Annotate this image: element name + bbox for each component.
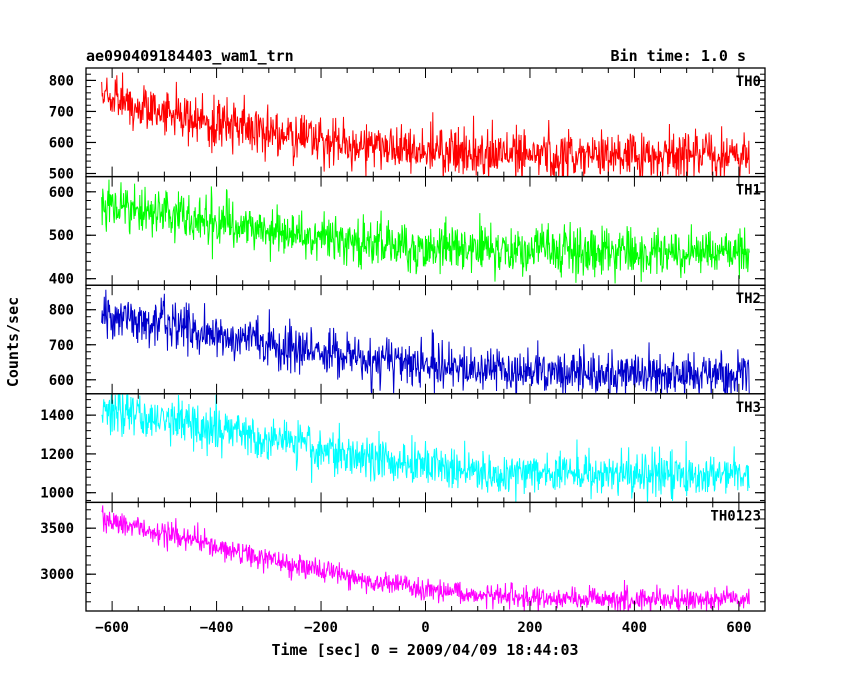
y-tick-label: 600 bbox=[49, 185, 74, 201]
y-axis-label: Counts/sec bbox=[4, 297, 22, 387]
panel-label-th1: TH1 bbox=[736, 183, 761, 199]
series-th1 bbox=[101, 179, 750, 284]
y-tick-label: 400 bbox=[49, 272, 74, 288]
x-tick-label: 400 bbox=[622, 620, 647, 636]
x-tick-label: 200 bbox=[517, 620, 542, 636]
y-tick-label: 1200 bbox=[40, 447, 74, 463]
bin-time-label: Bin time: 1.0 s bbox=[611, 47, 746, 65]
chart-title: ae090409184403_wam1_trn bbox=[86, 47, 294, 65]
panel-label-th0123: TH0123 bbox=[710, 508, 761, 524]
y-tick-label: 800 bbox=[49, 73, 74, 89]
panel-frame-th1 bbox=[85, 175, 766, 286]
x-tick-label: −600 bbox=[95, 620, 129, 636]
series-th0 bbox=[101, 72, 750, 177]
panels-group: TH0 500 600 700 800 TH1 400 500 600 TH2 600 700 800 T… bbox=[40, 67, 766, 636]
x-axis-label: Time [sec] 0 = 2009/04/09 18:44:03 bbox=[271, 641, 578, 659]
series-th0123 bbox=[101, 505, 750, 611]
y-tick-label: 500 bbox=[49, 166, 74, 182]
panel-label-th3: TH3 bbox=[736, 400, 761, 416]
x-tick-label: 0 bbox=[421, 620, 429, 636]
y-tick-label: 600 bbox=[49, 373, 74, 389]
y-tick-label: 1000 bbox=[40, 486, 74, 502]
x-tick-label: −400 bbox=[200, 620, 234, 636]
series-th2 bbox=[101, 289, 750, 394]
y-tick-label: 3500 bbox=[40, 521, 74, 537]
panel-label-th0: TH0 bbox=[736, 74, 761, 90]
y-tick-label: 500 bbox=[49, 228, 74, 244]
y-tick-label: 700 bbox=[49, 338, 74, 354]
panel-label-th2: TH2 bbox=[736, 291, 761, 307]
y-tick-label: 800 bbox=[49, 303, 74, 319]
y-tick-label: 3000 bbox=[40, 567, 74, 583]
x-tick-label: −200 bbox=[304, 620, 338, 636]
y-tick-label: 600 bbox=[49, 135, 74, 151]
series-th3 bbox=[101, 393, 750, 503]
x-tick-label: 600 bbox=[726, 620, 751, 636]
y-tick-label: 1400 bbox=[40, 408, 74, 424]
y-tick-label: 700 bbox=[49, 104, 74, 120]
